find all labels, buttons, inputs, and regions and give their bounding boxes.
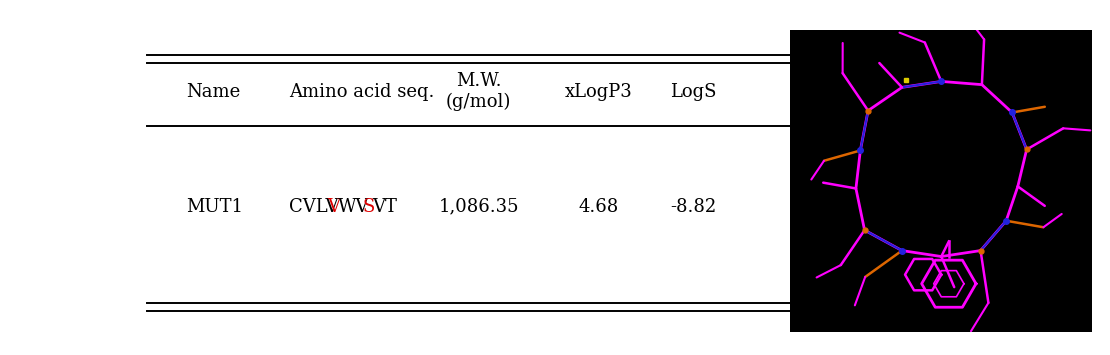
Text: CVLV: CVLV — [290, 198, 339, 215]
Text: LogS: LogS — [670, 83, 717, 101]
Text: 1,086.35: 1,086.35 — [438, 198, 518, 215]
Text: Amino acid seq.: Amino acid seq. — [290, 83, 435, 101]
Text: MUT1: MUT1 — [186, 198, 243, 215]
Text: -8.82: -8.82 — [670, 198, 717, 215]
Text: S: S — [362, 198, 374, 215]
Text: M.W.
(g/mol): M.W. (g/mol) — [446, 72, 512, 111]
Text: V: V — [327, 198, 341, 215]
Text: Name: Name — [186, 83, 240, 101]
Text: WV: WV — [337, 198, 370, 215]
Text: Structure: Structure — [821, 83, 910, 101]
Text: 4.68: 4.68 — [578, 198, 619, 215]
Text: VT: VT — [372, 198, 396, 215]
Text: xLogP3: xLogP3 — [565, 83, 633, 101]
